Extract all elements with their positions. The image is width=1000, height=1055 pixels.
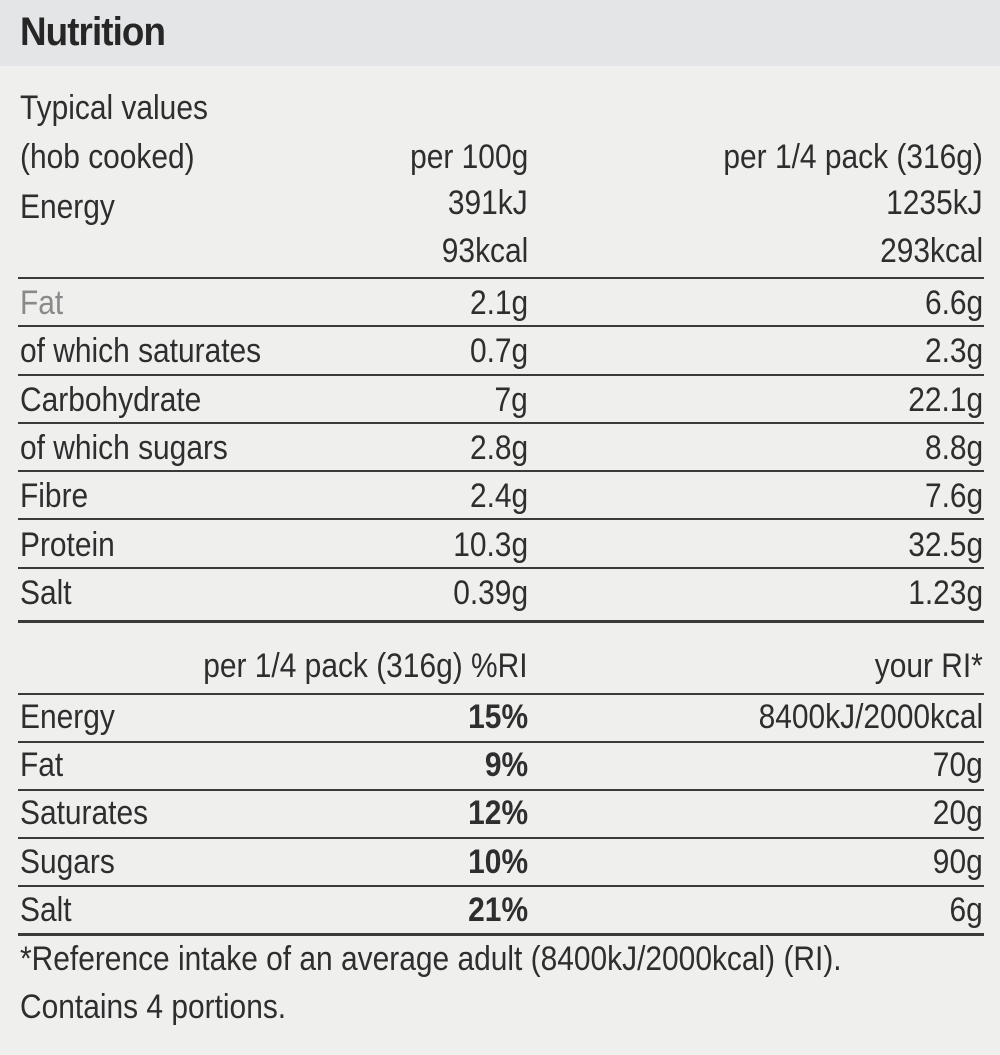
table-divider (18, 885, 984, 887)
ri-label-energy: Energy (20, 698, 115, 736)
fat-per-pack: 6.6g (924, 284, 983, 322)
ri-value-salt: 6g (949, 891, 983, 929)
table-divider (18, 789, 984, 791)
table-divider (18, 518, 984, 520)
carbohydrate-per-100g: 7g (494, 381, 528, 419)
ri-pct-saturates: 12% (468, 794, 528, 832)
nutrient-label-protein: Protein (20, 526, 115, 564)
nutrient-label-saturates: of which saturates (20, 332, 262, 370)
your-ri-header: your RI* (874, 647, 983, 685)
table-divider (18, 693, 984, 695)
table-divider (18, 422, 984, 424)
section-divider (18, 933, 984, 936)
ri-value-saturates: 20g (933, 794, 983, 832)
salt-per-pack: 1.23g (908, 574, 983, 612)
section-divider (18, 620, 984, 623)
sugars-per-100g: 2.8g (469, 429, 528, 467)
ri-pct-energy: 15% (468, 698, 528, 736)
saturates-per-pack: 2.3g (924, 332, 983, 370)
fat-per-100g: 2.1g (469, 284, 528, 322)
carbohydrate-per-pack: 22.1g (908, 381, 983, 419)
ri-percent-header: per 1/4 pack (316g) %RI (203, 647, 528, 685)
energy-label: Energy (20, 188, 115, 226)
ri-label-sugars: Sugars (20, 843, 115, 881)
title-band (0, 0, 1000, 66)
table-divider (18, 325, 984, 327)
ri-pct-salt: 21% (468, 891, 528, 929)
nutrient-label-carbohydrate: Carbohydrate (20, 381, 202, 419)
ri-value-sugars: 90g (933, 843, 983, 881)
ri-label-fat: Fat (20, 746, 64, 784)
salt-per-100g: 0.39g (453, 574, 528, 612)
protein-per-pack: 32.5g (908, 526, 983, 564)
typical-values-label: Typical values (20, 89, 208, 127)
nutrient-label-salt: Salt (20, 574, 72, 612)
fibre-per-100g: 2.4g (469, 477, 528, 515)
per-100g-header: per 100g (409, 138, 528, 176)
ri-label-salt: Salt (20, 891, 72, 929)
hob-cooked-label: (hob cooked) (20, 138, 195, 176)
portions-note: Contains 4 portions. (20, 988, 287, 1026)
ri-value-energy: 8400kJ/2000kcal (758, 698, 983, 736)
table-divider (18, 277, 984, 279)
saturates-per-100g: 0.7g (469, 332, 528, 370)
per-pack-header: per 1/4 pack (316g) (723, 138, 983, 176)
footnote: *Reference intake of an average adult (8… (20, 940, 842, 978)
sugars-per-pack: 8.8g (924, 429, 983, 467)
ri-pct-sugars: 10% (468, 843, 528, 881)
table-divider (18, 567, 984, 569)
energy-kj-pack: 1235kJ (886, 184, 983, 222)
energy-kj-100g: 391kJ (448, 184, 528, 222)
energy-kcal-100g: 93kcal (441, 232, 528, 270)
page-title: Nutrition (20, 10, 166, 54)
ri-value-fat: 70g (933, 746, 983, 784)
ri-pct-fat: 9% (484, 746, 528, 784)
energy-kcal-pack: 293kcal (879, 232, 983, 270)
nutrient-label-sugars: of which sugars (20, 429, 228, 467)
table-divider (18, 837, 984, 839)
nutrient-label-fat: Fat (20, 284, 64, 322)
fibre-per-pack: 7.6g (924, 477, 983, 515)
table-divider (18, 470, 984, 472)
table-divider (18, 741, 984, 743)
nutrient-label-fibre: Fibre (20, 477, 89, 515)
table-divider (18, 374, 984, 376)
ri-label-saturates: Saturates (20, 794, 149, 832)
protein-per-100g: 10.3g (453, 526, 528, 564)
